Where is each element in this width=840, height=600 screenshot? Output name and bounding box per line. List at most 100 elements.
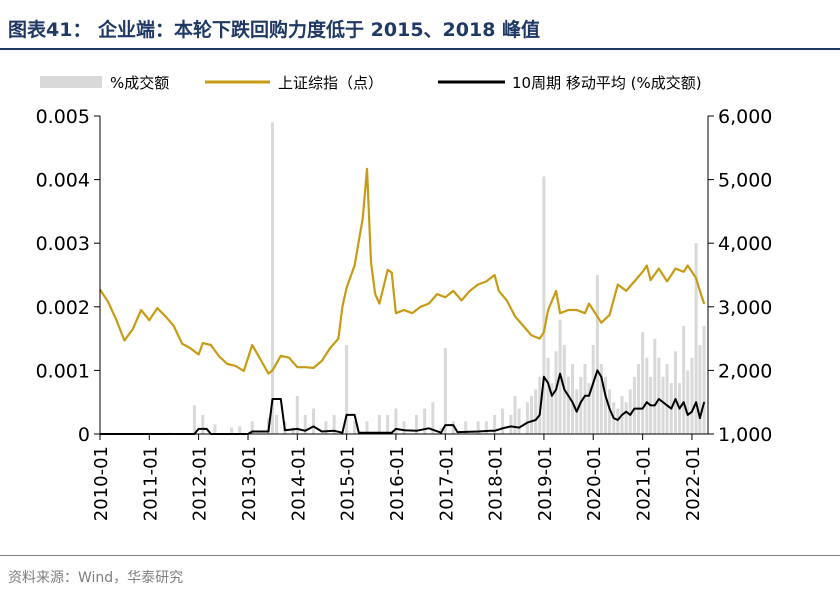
x-tick-label-12: 2022-01	[683, 446, 704, 521]
bar-41	[534, 389, 538, 434]
ma-line	[100, 369, 706, 435]
index-point-62	[555, 290, 557, 292]
ma-point-36	[535, 419, 537, 421]
bar-72	[661, 376, 665, 434]
bar-44	[546, 357, 550, 434]
ma-point-50	[592, 382, 594, 384]
bar-52	[579, 376, 583, 434]
ma-point-70	[674, 398, 677, 400]
index-point-74	[642, 271, 644, 273]
ma-point-77	[703, 401, 705, 403]
y-right-tick-label-1: 2,000	[718, 360, 772, 382]
index-point-79	[674, 268, 677, 270]
bar-36	[509, 414, 513, 434]
index-point-66	[584, 312, 586, 314]
x-tick-label-9: 2019-01	[535, 446, 556, 521]
ma-point-28	[456, 431, 459, 433]
index-point-75	[646, 264, 648, 267]
bar-25	[414, 414, 418, 434]
index-point-36	[370, 261, 372, 263]
bar-29	[443, 348, 447, 434]
bar-54	[587, 383, 591, 434]
legend-label-ma: 10周期 移动平均 (%成交额)	[512, 74, 702, 92]
bar-24	[402, 421, 406, 434]
ma-point-13	[312, 425, 315, 427]
index-point-29	[329, 347, 331, 349]
bar-19	[353, 421, 357, 434]
index-point-23	[280, 355, 282, 357]
index-point-69	[600, 322, 602, 324]
y-left-tick-label-5: 0.005	[36, 106, 90, 128]
ma-series	[99, 369, 706, 435]
bar-68	[645, 357, 649, 434]
index-point-21	[267, 372, 270, 375]
index-point-67	[588, 303, 590, 305]
x-tick-label-4: 2014-01	[288, 446, 309, 521]
ma-point-14	[321, 430, 323, 433]
index-point-52	[485, 280, 487, 282]
bar-38	[517, 408, 521, 434]
y-left-tick-label-3: 0.003	[36, 233, 90, 255]
ma-point-31	[494, 430, 496, 432]
index-point-2	[115, 318, 117, 321]
index-point-12	[197, 353, 200, 356]
bar-53	[583, 364, 587, 434]
index-point-59	[539, 338, 541, 340]
bar-43	[542, 176, 546, 435]
ma-point-22	[403, 429, 405, 431]
index-point-64	[567, 309, 569, 311]
ma-point-26	[444, 424, 446, 426]
bar-39	[525, 402, 529, 434]
ma-point-49	[588, 395, 590, 397]
index-point-68	[592, 309, 594, 311]
index-point-32	[346, 287, 348, 289]
ma-point-76	[699, 417, 701, 419]
ma-point-71	[678, 407, 681, 410]
index-point-54	[498, 290, 500, 292]
y-left-tick-label-1: 0.001	[36, 360, 90, 382]
bar-10	[275, 414, 279, 434]
ma-point-34	[518, 427, 520, 429]
ma-point-69	[670, 407, 672, 410]
bar-45	[550, 383, 554, 434]
index-point-24	[288, 357, 290, 359]
index-point-7	[156, 307, 158, 309]
index-point-72	[625, 290, 627, 292]
chart-title: 图表41： 企业端：本轮下跌回购力度低于 2015、2018 峰值	[8, 18, 540, 41]
ma-point-2	[197, 428, 200, 430]
ma-point-67	[662, 401, 664, 403]
x-tick-label-6: 2016-01	[387, 446, 408, 521]
y-left-tick-label-2: 0.002	[36, 297, 90, 319]
bar-57	[599, 364, 603, 434]
ma-point-56	[617, 419, 619, 421]
ma-point-58	[625, 411, 627, 413]
index-point-27	[312, 367, 315, 369]
ma-point-61	[637, 407, 640, 410]
ma-point-64	[650, 404, 652, 406]
bar-75	[673, 351, 677, 434]
ma-point-45	[571, 401, 574, 403]
x-tick-label-11: 2021-01	[634, 446, 655, 521]
bar-13	[295, 395, 299, 434]
ma-point-66	[658, 398, 660, 400]
index-point-15	[218, 355, 220, 358]
bar-70	[653, 338, 657, 434]
y-left-tick-label-0: 0	[78, 424, 90, 446]
bar-17	[332, 414, 336, 434]
bar-7	[250, 421, 254, 434]
index-point-35	[366, 168, 368, 170]
index-point-22	[271, 369, 274, 371]
index-point-41	[395, 312, 397, 314]
bar-23	[394, 408, 398, 434]
ma-point-40	[551, 395, 553, 397]
bar-71	[657, 357, 661, 434]
index-point-78	[666, 280, 668, 282]
bar-21	[377, 414, 381, 434]
ma-point-43	[563, 388, 565, 391]
bar-40	[529, 395, 533, 434]
index-point-34	[362, 217, 364, 219]
bar-80	[694, 243, 698, 434]
legend-label-bar: %成交额	[110, 74, 169, 92]
ma-point-8	[271, 398, 274, 400]
bar-18	[345, 344, 349, 434]
